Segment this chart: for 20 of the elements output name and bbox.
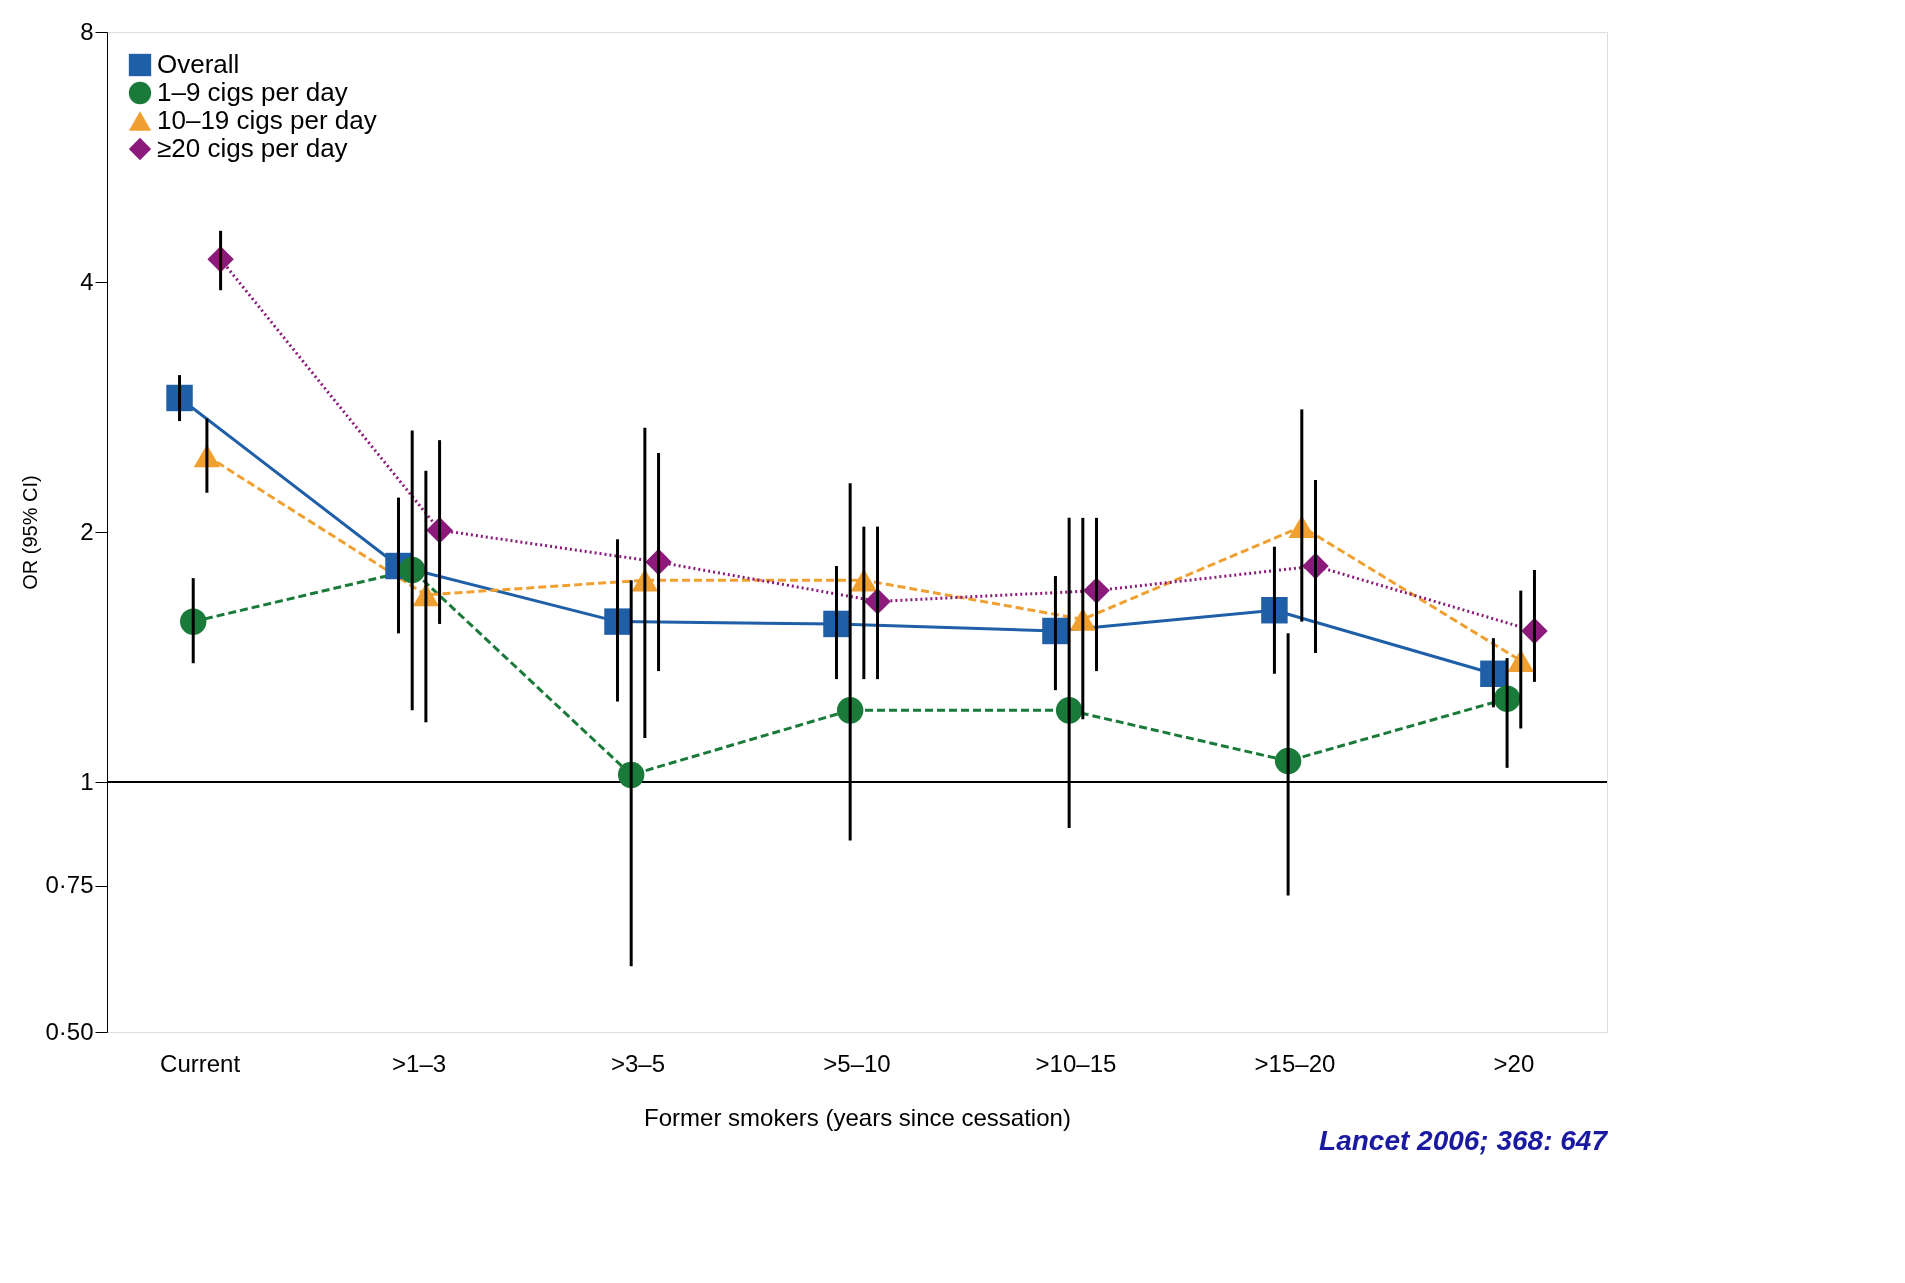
x-axis-title: Former smokers (years since cessation)	[644, 1103, 1071, 1131]
x-tick-label: >20	[1493, 1049, 1535, 1077]
y-tick-label: 0·75	[45, 871, 94, 899]
y-tick-label: 2	[80, 517, 94, 545]
legend-label: 1–9 cigs per day	[157, 77, 348, 107]
x-tick-label: >1–3	[392, 1049, 447, 1077]
legend-label: ≥20 cigs per day	[157, 133, 348, 163]
x-tick-label: >15–20	[1254, 1049, 1336, 1077]
x-tick-label: >3–5	[610, 1049, 666, 1077]
legend-label: Overall	[157, 49, 240, 79]
y-tick-label: 8	[80, 17, 94, 45]
y-tick-label: 4	[80, 267, 94, 295]
x-tick-label: >5–10	[823, 1049, 891, 1077]
y-tick-label: 1	[80, 767, 94, 795]
y-tick-label: 0·50	[45, 1017, 94, 1045]
x-tick-label: Current	[160, 1049, 241, 1077]
text: Lancet 2006; 368: 647	[1319, 1125, 1609, 1156]
y-axis-title: OR (95% CI)	[19, 475, 42, 590]
legend-label: 10–19 cigs per day	[157, 105, 377, 135]
x-tick-label: >10–15	[1035, 1049, 1117, 1077]
